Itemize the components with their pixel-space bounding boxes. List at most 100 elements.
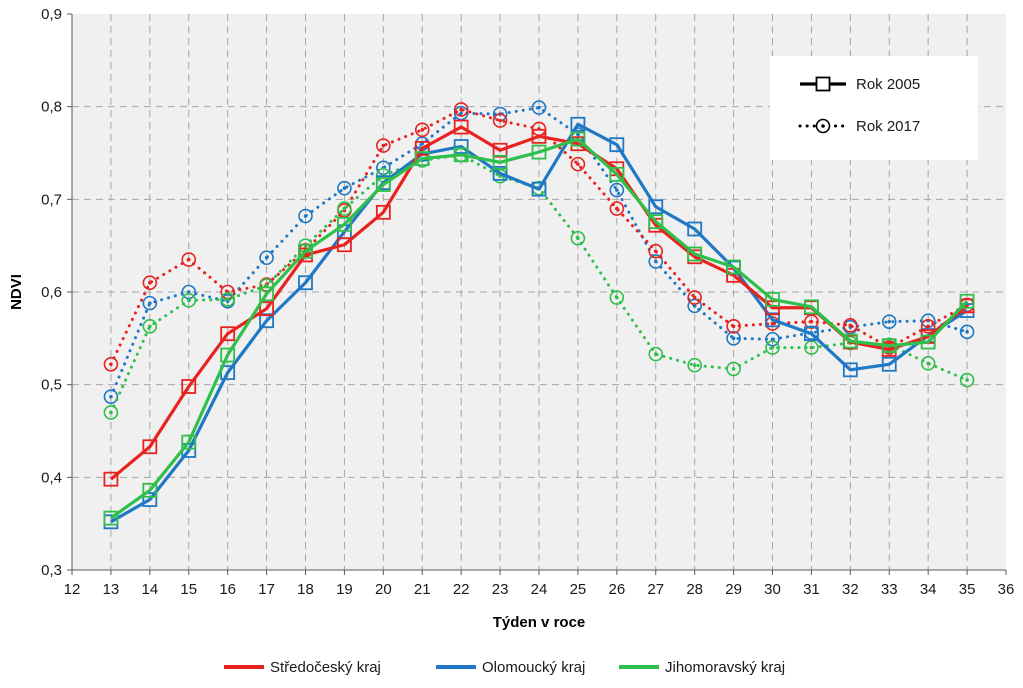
y-tick-label: 0,6 (41, 284, 62, 301)
marker-dot (576, 132, 580, 137)
y-axis-title: NDVI (8, 274, 25, 310)
x-tick-label: 13 (103, 581, 120, 598)
marker-dot (186, 298, 191, 303)
marker-ring (492, 113, 508, 128)
data-point (687, 246, 703, 262)
marker-dot (615, 206, 619, 211)
marker-ring (181, 284, 197, 300)
data-point (609, 137, 625, 153)
legend-circle-dot (821, 124, 825, 128)
data-point (220, 347, 236, 363)
x-tick-label: 18 (297, 581, 314, 598)
marker-ring (920, 356, 936, 371)
x-tick-label: 20 (375, 581, 392, 598)
data-point (375, 177, 391, 192)
marker-ring (726, 331, 741, 346)
y-tick-label: 0,7 (41, 191, 62, 208)
marker-ring (181, 252, 197, 267)
marker-dot (965, 378, 969, 382)
data-point (181, 434, 197, 450)
data-point (726, 318, 741, 334)
marker-dot (770, 345, 775, 350)
data-point (181, 379, 197, 394)
data-point (492, 113, 508, 128)
data-point (414, 122, 430, 138)
x-tick-label: 31 (803, 581, 820, 598)
data-point (687, 221, 703, 237)
marker-dot (926, 361, 930, 366)
data-point (181, 284, 197, 300)
x-tick-label: 30 (764, 581, 781, 598)
data-point (103, 389, 119, 405)
data-point (726, 331, 741, 346)
region-legend-label: Jihomoravský kraj (665, 659, 785, 676)
data-point (726, 361, 741, 377)
marker-ring (843, 318, 858, 333)
data-point (492, 142, 508, 158)
marker-dot (148, 301, 152, 305)
marker-ring (609, 182, 625, 198)
year-legend-item: Rok 2017 (798, 118, 920, 135)
marker-ring (609, 201, 625, 216)
data-point (648, 243, 664, 259)
data-point (959, 372, 975, 388)
region-legend-label: Olomoucký kraj (482, 659, 585, 676)
marker-ring (726, 318, 741, 334)
data-point (103, 510, 119, 526)
marker-dot (264, 283, 269, 288)
data-point (531, 181, 547, 197)
marker-dot (498, 118, 502, 123)
data-point (103, 356, 119, 372)
data-point (687, 357, 702, 373)
marker-dot (576, 162, 580, 166)
x-tick-label: 32 (842, 581, 859, 598)
data-point (298, 275, 313, 291)
marker-ring (103, 356, 119, 372)
data-point (103, 405, 119, 420)
marker-dot (653, 259, 658, 264)
data-point (298, 243, 313, 259)
marker-ring (103, 389, 119, 405)
series-layer (103, 100, 975, 530)
data-point (609, 166, 625, 182)
data-point (765, 340, 780, 355)
x-tick-label: 25 (570, 581, 587, 598)
marker-dot (225, 297, 230, 302)
x-tick-label: 26 (608, 581, 625, 598)
data-point (414, 140, 430, 156)
region-legend-label: Středočeský kraj (270, 659, 381, 676)
data-point (220, 292, 235, 307)
marker-dot (692, 363, 697, 368)
marker-dot (109, 394, 113, 399)
region-legend-item: Středočeský kraj (224, 659, 381, 676)
marker-dot (848, 323, 853, 328)
data-point (453, 102, 469, 117)
marker-ring (259, 250, 274, 266)
y-tick-label: 0,8 (41, 99, 62, 116)
marker-dot (537, 105, 541, 110)
marker-ring (765, 331, 780, 347)
marker-ring (959, 324, 975, 340)
data-point (531, 128, 547, 144)
data-point (453, 147, 469, 163)
marker-ring (531, 100, 547, 115)
data-point (959, 293, 975, 309)
marker-dot (303, 214, 308, 218)
marker-ring (609, 290, 625, 305)
year-legend: Rok 2005 Rok 2017 (770, 56, 978, 160)
data-point (570, 131, 586, 147)
marker-dot (770, 321, 775, 326)
marker-ring (648, 254, 664, 269)
marker-dot (653, 352, 658, 356)
data-point (337, 180, 352, 196)
data-point (609, 201, 625, 216)
x-tick-label: 34 (920, 581, 937, 598)
data-point (920, 318, 936, 334)
data-point (881, 314, 897, 329)
data-point (920, 356, 936, 371)
data-point (259, 301, 274, 317)
marker-ring (453, 105, 469, 121)
data-point (414, 151, 430, 166)
marker-ring (142, 318, 158, 334)
